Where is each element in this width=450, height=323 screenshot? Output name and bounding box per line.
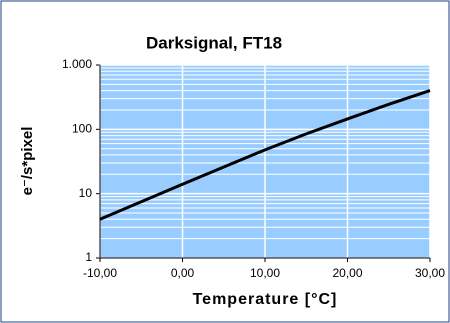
y-tick-label: 1 <box>85 250 92 264</box>
x-tick-label: 20,00 <box>332 266 362 280</box>
x-axis-title: Temperature [°C] <box>193 291 338 308</box>
chart-title: Darksignal, FT18 <box>146 33 282 52</box>
y-axis-title: e⁻/s*pixel <box>19 127 36 196</box>
y-tick-label: 1.000 <box>62 57 92 71</box>
x-tick-label: -10,00 <box>83 266 117 280</box>
x-tick-label: 0,00 <box>171 266 195 280</box>
x-tick-label: 10,00 <box>250 266 280 280</box>
y-tick-label: 100 <box>72 122 92 136</box>
x-tick-label: 30,00 <box>415 266 445 280</box>
data-line <box>99 89 431 221</box>
y-tick-label: 10 <box>79 186 93 200</box>
